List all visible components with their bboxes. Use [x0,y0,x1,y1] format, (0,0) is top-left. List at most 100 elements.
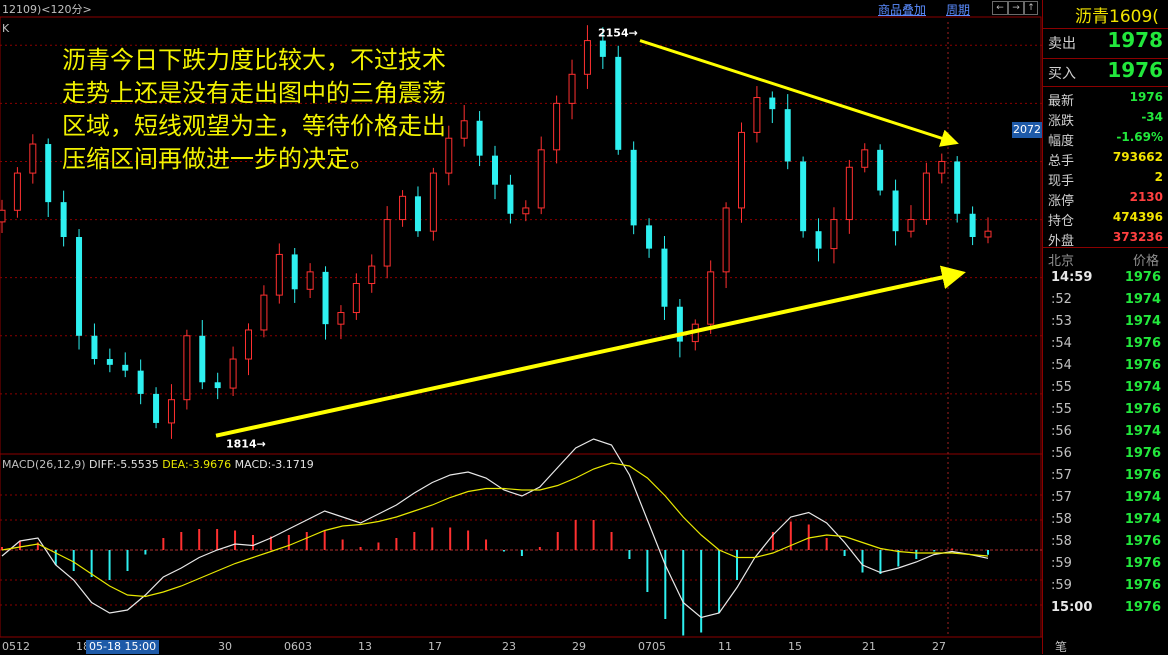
candle-down [492,155,498,185]
candle-down [45,144,52,203]
tick-time: :56 [1051,446,1072,461]
candle-up [183,335,191,401]
stat-label: 持仓 [1048,214,1075,229]
tick-price: 1974 [1124,512,1161,527]
stat-row: 总手 793662 [1043,147,1168,169]
stat-value: 373236 [1112,230,1163,244]
tick-price: 1976 [1124,446,1161,461]
tick-time: :55 [1051,402,1072,417]
stat-row: 最新 1976 [1043,87,1168,109]
tick-row[interactable]: :56 1976 [1043,444,1168,466]
macd-dea-value: DEA:-3.9676 [162,458,232,471]
tick-price: 1976 [1124,578,1161,593]
candle-down [646,225,653,249]
price-annotation: 1814→ [226,438,266,451]
tick-row[interactable]: :59 1976 [1043,554,1168,576]
stat-label: 现手 [1048,174,1075,189]
stat-row: 涨跌 -34 [1043,107,1168,129]
x-tick-label: 13 [358,640,372,653]
contract-title: 沥青1609( [1075,7,1159,27]
x-tick-label: 0603 [284,640,312,653]
buy-value: 1976 [1107,58,1163,82]
tick-time: :55 [1051,380,1072,395]
tick-time: :57 [1051,468,1072,483]
candle-down [91,335,98,360]
candle-down [322,271,329,325]
trendline-resistance [639,39,959,147]
candle-down [800,161,807,232]
macd-title: MACD(26,12,9) DIFF:-5.5535 DEA:-3.9676 M… [2,458,314,471]
tick-price: 1974 [1124,314,1161,329]
tick-price: 1976 [1124,336,1161,351]
candle-down [122,364,129,371]
tick-row[interactable]: :55 1976 [1043,400,1168,422]
tick-row[interactable]: :57 1976 [1043,466,1168,488]
stat-label: 涨停 [1048,194,1075,209]
tick-row[interactable]: :58 1974 [1043,510,1168,532]
nav-left-button[interactable]: ← [992,1,1008,15]
candle-up [722,207,730,273]
candle-down [954,161,961,214]
tick-price: 1974 [1124,490,1161,505]
candle-up [861,149,869,168]
ticks-header-price: 价格 [1132,254,1159,269]
tick-time: :59 [1051,578,1072,593]
nav-up-button[interactable]: ↑ [1024,1,1038,15]
tick-row[interactable]: :54 1976 [1043,356,1168,378]
period-link[interactable]: 周期 [946,3,971,17]
tick-price: 1976 [1124,556,1161,571]
stat-label: 涨跌 [1048,114,1075,129]
x-tick-label: 23 [502,640,516,653]
price-annotation: 2154→ [598,27,638,40]
stat-row: 持仓 474396 [1043,207,1168,229]
crosshair-date-box: 05-18 15:00 [86,640,160,654]
candle-up [429,172,437,232]
candle-up [537,149,545,209]
candle-down [769,97,776,110]
tick-row[interactable]: :55 1974 [1043,378,1168,400]
tick-row[interactable]: :54 1976 [1043,334,1168,356]
candle-up [260,294,268,331]
tick-row[interactable]: :53 1974 [1043,312,1168,334]
candle-up [229,358,237,389]
candle-down [599,40,606,57]
candle-down [476,120,483,156]
tick-time: :58 [1051,512,1072,527]
candle-down [199,335,206,383]
macd-diff-value: DIFF:-5.5535 [89,458,159,471]
tick-row[interactable]: :59 1976 [1043,576,1168,598]
candle-down [106,359,113,365]
tick-row[interactable]: 14:59 1976 [1043,268,1168,290]
candle-down [877,149,884,191]
tick-footer: 笔 [1055,640,1068,654]
candle-up [922,172,930,221]
x-tick-label: 17 [428,640,442,653]
stat-value: 2130 [1129,190,1163,204]
candle-up [568,73,576,104]
stat-label: 最新 [1048,94,1075,109]
candle-down [60,202,67,237]
tick-price: 1974 [1124,380,1161,395]
tick-price: 1976 [1124,402,1161,417]
overlay-link[interactable]: 商品叠加 [878,3,927,17]
tick-row[interactable]: :57 1974 [1043,488,1168,510]
tick-row[interactable]: 15:00 1976 [1043,598,1168,620]
tick-time: :52 [1051,292,1072,307]
tick-time: :57 [1051,490,1072,505]
candle-up [907,219,915,232]
macd-diff-line [1,438,989,619]
sell-row: 卖出 1978 [1043,28,1168,52]
candle-down [137,370,144,394]
candle-up [984,230,992,238]
tick-time: :54 [1051,336,1072,351]
candle-up [753,97,761,133]
chart-type-label: K [2,22,10,35]
nav-right-button[interactable]: → [1008,1,1024,15]
candle-up [553,102,561,151]
tick-row[interactable]: :56 1974 [1043,422,1168,444]
x-tick-label: 15 [788,640,802,653]
macd-name: MACD(26,12,9) [2,458,86,471]
candle-down [615,56,622,150]
tick-row[interactable]: :52 1974 [1043,290,1168,312]
tick-row[interactable]: :58 1976 [1043,532,1168,554]
